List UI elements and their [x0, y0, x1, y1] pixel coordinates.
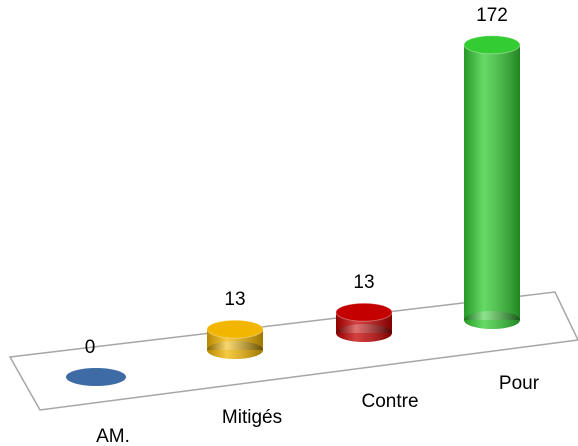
bar-top: [335, 302, 393, 322]
data-label: 0: [85, 337, 96, 358]
data-label: 13: [224, 289, 245, 310]
bar-shade: [464, 44, 520, 321]
bar: [66, 368, 126, 386]
x-tick-label: Contre: [361, 391, 418, 412]
x-tick-label: Pour: [499, 373, 540, 394]
data-label: 172: [476, 5, 508, 26]
bar-bottom-shade: [207, 341, 263, 359]
data-label: 13: [353, 272, 374, 293]
x-tick-label: AM.: [96, 426, 130, 446]
x-tick-label: Mitigés: [222, 407, 282, 428]
bar-top: [463, 35, 521, 55]
bar-bottom-shade: [464, 311, 520, 329]
bar-top: [206, 319, 264, 339]
bar-bottom-shade: [336, 324, 392, 342]
